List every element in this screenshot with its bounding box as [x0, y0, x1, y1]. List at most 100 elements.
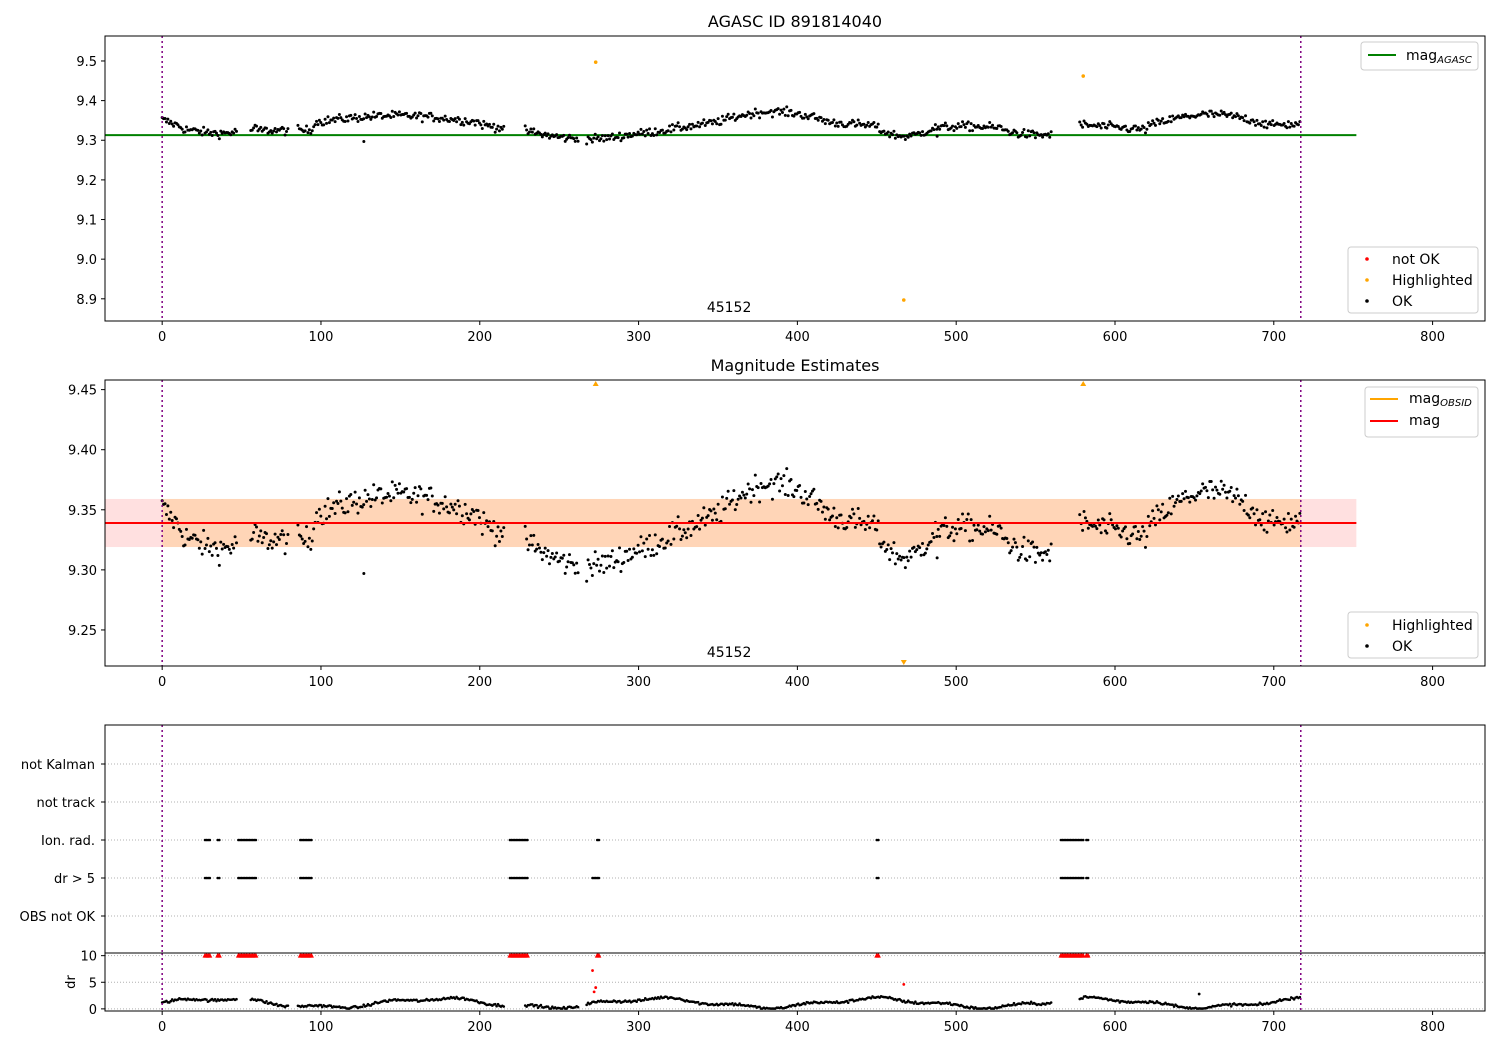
- ok-point: [1232, 494, 1236, 498]
- ok-point: [1145, 127, 1149, 131]
- ok-point: [963, 529, 967, 533]
- ok-point: [683, 531, 687, 535]
- ok-point: [339, 116, 343, 120]
- ok-point: [296, 523, 300, 527]
- ok-point: [570, 561, 574, 565]
- ok-point: [373, 498, 377, 502]
- ok-point: [1286, 512, 1290, 516]
- ok-point: [527, 543, 531, 547]
- ok-point: [588, 563, 592, 567]
- flag-category-label: not Kalman: [21, 758, 95, 773]
- dr-point: [360, 1005, 364, 1009]
- ok-point: [823, 517, 827, 521]
- ok-point: [332, 116, 336, 120]
- dr-point: [539, 1003, 543, 1007]
- ok-point: [926, 543, 930, 547]
- flag-point: [526, 838, 529, 842]
- ok-point: [832, 118, 836, 122]
- ok-point: [455, 120, 459, 124]
- ok-point: [619, 569, 623, 573]
- ok-point: [309, 131, 313, 135]
- ok-point: [983, 530, 987, 534]
- ok-point: [500, 534, 504, 538]
- ok-point: [698, 125, 702, 129]
- ok-point: [752, 114, 756, 118]
- ok-point: [183, 543, 187, 547]
- ok-point: [862, 122, 866, 126]
- ok-point: [776, 472, 780, 476]
- highlighted-point: [901, 298, 906, 302]
- ok-point: [234, 129, 238, 133]
- ok-point: [959, 526, 963, 530]
- agasc-x-tick-label: 100: [309, 330, 334, 345]
- ok-point: [386, 492, 390, 496]
- ok-point: [1081, 125, 1085, 129]
- ok-point: [419, 487, 423, 491]
- ok-point: [1269, 123, 1273, 127]
- ok-point: [1093, 524, 1097, 528]
- ok-point: [362, 503, 366, 507]
- ok-point: [625, 132, 629, 136]
- ok-point: [279, 532, 283, 536]
- dr-point: [235, 997, 238, 1001]
- ok-point: [457, 504, 461, 508]
- ok-point: [816, 507, 820, 511]
- flag-point: [1086, 876, 1090, 880]
- ok-point: [1136, 529, 1140, 533]
- ok-point: [1121, 529, 1125, 533]
- ok-point: [1199, 112, 1203, 116]
- ok-point: [437, 120, 441, 124]
- ok-point: [953, 527, 957, 531]
- ok-point: [803, 489, 807, 493]
- ok-point: [389, 115, 393, 119]
- dr-highlighted-point: [594, 986, 598, 989]
- ok-point: [1262, 125, 1266, 129]
- dr-clipped-series: [202, 952, 1091, 958]
- ok-point: [303, 129, 307, 133]
- ok-point: [233, 535, 237, 539]
- ok-point: [822, 505, 826, 509]
- ok-point: [936, 125, 940, 129]
- agasc-frame: [104, 35, 1486, 322]
- ok-point: [891, 551, 895, 555]
- dr-point: [535, 1003, 538, 1007]
- ok-point: [1156, 118, 1160, 122]
- ok-point: [275, 130, 279, 134]
- flag-point: [310, 838, 313, 842]
- ok-point: [1179, 499, 1183, 503]
- dr-point: [286, 1004, 290, 1007]
- ok-point: [951, 525, 955, 529]
- ok-point: [609, 554, 613, 558]
- ok-point: [625, 549, 629, 553]
- dr-point: [1029, 1000, 1033, 1004]
- dr-point: [1229, 1005, 1233, 1008]
- ok-point: [1159, 119, 1163, 123]
- ok-point: [716, 117, 720, 121]
- ok-point: [206, 536, 210, 540]
- ok-point: [610, 132, 614, 136]
- ok-point: [931, 532, 935, 536]
- ok-point: [685, 128, 689, 132]
- ok-point: [819, 116, 823, 120]
- ok-point: [445, 505, 449, 509]
- ok-point: [642, 129, 646, 133]
- ok-point: [336, 116, 340, 120]
- ok-point: [372, 110, 376, 114]
- ok-point: [679, 537, 683, 541]
- ok-point: [257, 534, 261, 538]
- ok-point: [988, 514, 992, 518]
- ok-point: [1019, 553, 1023, 557]
- ok-point: [1158, 518, 1162, 522]
- ok-point: [649, 553, 653, 557]
- ok-point: [1235, 112, 1239, 116]
- ok-point: [706, 514, 710, 518]
- ok-point: [216, 134, 220, 138]
- ok-point: [476, 509, 480, 513]
- ok-point: [1142, 125, 1146, 129]
- dr-point: [1171, 1003, 1174, 1006]
- ok-point: [1205, 112, 1209, 116]
- ok-point: [323, 117, 327, 121]
- ok-point: [326, 115, 330, 119]
- ok-point: [1018, 555, 1022, 559]
- ok-point: [703, 523, 707, 527]
